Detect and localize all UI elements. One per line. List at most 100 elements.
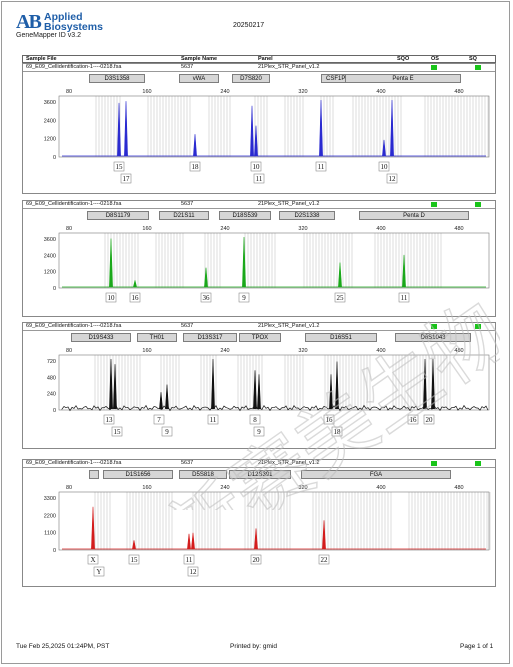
marker-label[interactable]: FGA xyxy=(301,470,451,479)
x-tick-label: 160 xyxy=(142,348,151,354)
sample-name: 5637 xyxy=(181,323,194,329)
allele-call: 11 xyxy=(210,416,217,424)
allele-call-box[interactable] xyxy=(111,426,123,437)
allele-call-box[interactable] xyxy=(250,161,262,172)
col-sample-file: Sample File xyxy=(26,56,57,62)
allele-call-box[interactable] xyxy=(183,554,195,565)
marker-label[interactable]: D1S1656 xyxy=(103,470,173,479)
marker-label[interactable]: TH01 xyxy=(137,333,177,342)
panel-1: 69_E09_Cellidentification-1----0218.fsa 5… xyxy=(22,63,496,194)
allele-call-box[interactable] xyxy=(334,292,346,303)
x-tick-label: 240 xyxy=(220,485,229,491)
x-tick-label: 240 xyxy=(220,348,229,354)
plot-frame xyxy=(58,95,490,158)
applied-biosystems-logo: AB Applied Biosystems xyxy=(14,10,134,42)
x-tick-label: 160 xyxy=(142,226,151,232)
panel-header: 69_E09_Cellidentification-1----0218.fsa 5… xyxy=(23,323,495,331)
qc-sq-indicator xyxy=(475,65,481,70)
allele-call: 36 xyxy=(203,294,211,302)
allele-call: 10 xyxy=(381,163,389,171)
panel-header: 69_E09_Cellidentification-1----0218.fsa 5… xyxy=(23,64,495,72)
allele-call-box[interactable] xyxy=(113,161,125,172)
allele-call-box[interactable] xyxy=(238,292,250,303)
marker-label[interactable]: D13S317 xyxy=(183,333,237,342)
allele-call: 11 xyxy=(186,556,193,564)
panel-4: 69_E09_Cellidentification-1----0218.fsa 5… xyxy=(22,459,496,587)
allele-call-box[interactable] xyxy=(93,566,105,577)
allele-call-box[interactable] xyxy=(331,426,343,437)
y-tick-label: 0 xyxy=(53,548,56,554)
x-tick-label: 400 xyxy=(376,226,385,232)
allele-call-box[interactable] xyxy=(120,173,132,184)
allele-call-box[interactable] xyxy=(315,161,327,172)
allele-call: 17 xyxy=(123,175,131,183)
allele-call-box[interactable] xyxy=(407,414,419,425)
logo-wordmark: Applied Biosystems xyxy=(44,12,103,33)
x-tick-label: 400 xyxy=(376,348,385,354)
allele-call-box[interactable] xyxy=(128,554,140,565)
allele-call-box[interactable] xyxy=(200,292,212,303)
marker-label[interactable]: D12S391 xyxy=(229,470,291,479)
marker-label[interactable]: D8S1179 xyxy=(87,211,149,220)
col-panel: Panel xyxy=(258,56,273,62)
peak xyxy=(117,102,121,157)
trace-svg: 80 160 240 320 400 480 3600 2400 1200 0 15 18 10 11 10… xyxy=(44,89,490,184)
x-tick-label: 480 xyxy=(454,89,463,95)
sample-file: 69_E09_Cellidentification-1----0218.fsa xyxy=(26,64,122,70)
footer-page: Page 1 of 1 xyxy=(460,643,494,650)
x-tick-label: 160 xyxy=(142,89,151,95)
col-sample-name: Sample Name xyxy=(181,56,218,62)
peak xyxy=(253,370,257,410)
peak xyxy=(109,238,113,288)
allele-call: 20 xyxy=(426,416,434,424)
allele-call-box[interactable] xyxy=(378,161,390,172)
allele-call-box[interactable] xyxy=(323,414,335,425)
allele-call-box[interactable] xyxy=(87,554,99,565)
allele-call-box[interactable] xyxy=(105,292,117,303)
allele-call-box[interactable] xyxy=(398,292,410,303)
marker-label[interactable]: D3S1358 xyxy=(89,74,145,83)
x-tick-label: 80 xyxy=(66,89,72,95)
peak xyxy=(250,105,254,157)
allele-call-box[interactable] xyxy=(129,292,141,303)
allele-call-box[interactable] xyxy=(386,173,398,184)
marker-label[interactable]: D6S1043 xyxy=(395,333,471,342)
allele-call-box[interactable] xyxy=(187,566,199,577)
allele-call-box[interactable] xyxy=(207,414,219,425)
peak xyxy=(191,532,195,550)
marker-label[interactable] xyxy=(89,470,99,479)
allele-call-box[interactable] xyxy=(249,414,261,425)
marker-label[interactable]: TPOX xyxy=(239,333,281,342)
allele-call: 16 xyxy=(410,416,418,424)
trace-svg: 80 160 240 320 400 480 3600 2400 1200 0 10 16 36 9 25 1… xyxy=(44,226,490,303)
peak xyxy=(159,392,163,410)
allele-call: 25 xyxy=(337,294,345,302)
qc-sq-indicator xyxy=(475,324,481,329)
peak xyxy=(204,267,208,288)
allele-call-box[interactable] xyxy=(189,161,201,172)
allele-call-box[interactable] xyxy=(103,414,115,425)
allele-call-box[interactable] xyxy=(318,554,330,565)
peak xyxy=(113,364,117,410)
allele-call-box[interactable] xyxy=(253,426,265,437)
y-tick-label: 2400 xyxy=(44,253,56,259)
y-tick-label: 3300 xyxy=(44,496,56,502)
marker-label[interactable]: D21S11 xyxy=(159,211,209,220)
marker-label[interactable]: vWA xyxy=(179,74,219,83)
marker-label[interactable]: D5S818 xyxy=(179,470,227,479)
allele-call-box[interactable] xyxy=(153,414,165,425)
marker-label[interactable]: D7S820 xyxy=(232,74,270,83)
marker-label[interactable]: D19S433 xyxy=(71,333,131,342)
peak xyxy=(335,361,339,410)
allele-call-box[interactable] xyxy=(423,414,435,425)
marker-label[interactable]: Penta E xyxy=(345,74,461,83)
marker-label[interactable]: Penta D xyxy=(359,211,469,220)
allele-call-box[interactable] xyxy=(253,173,265,184)
marker-label[interactable]: D2S1338 xyxy=(279,211,335,220)
marker-label[interactable]: D18S539 xyxy=(219,211,271,220)
allele-call-box[interactable] xyxy=(161,426,173,437)
peak xyxy=(402,254,406,288)
allele-call: 7 xyxy=(157,416,161,424)
marker-label[interactable]: D16S51 xyxy=(305,333,377,342)
allele-call-box[interactable] xyxy=(250,554,262,565)
